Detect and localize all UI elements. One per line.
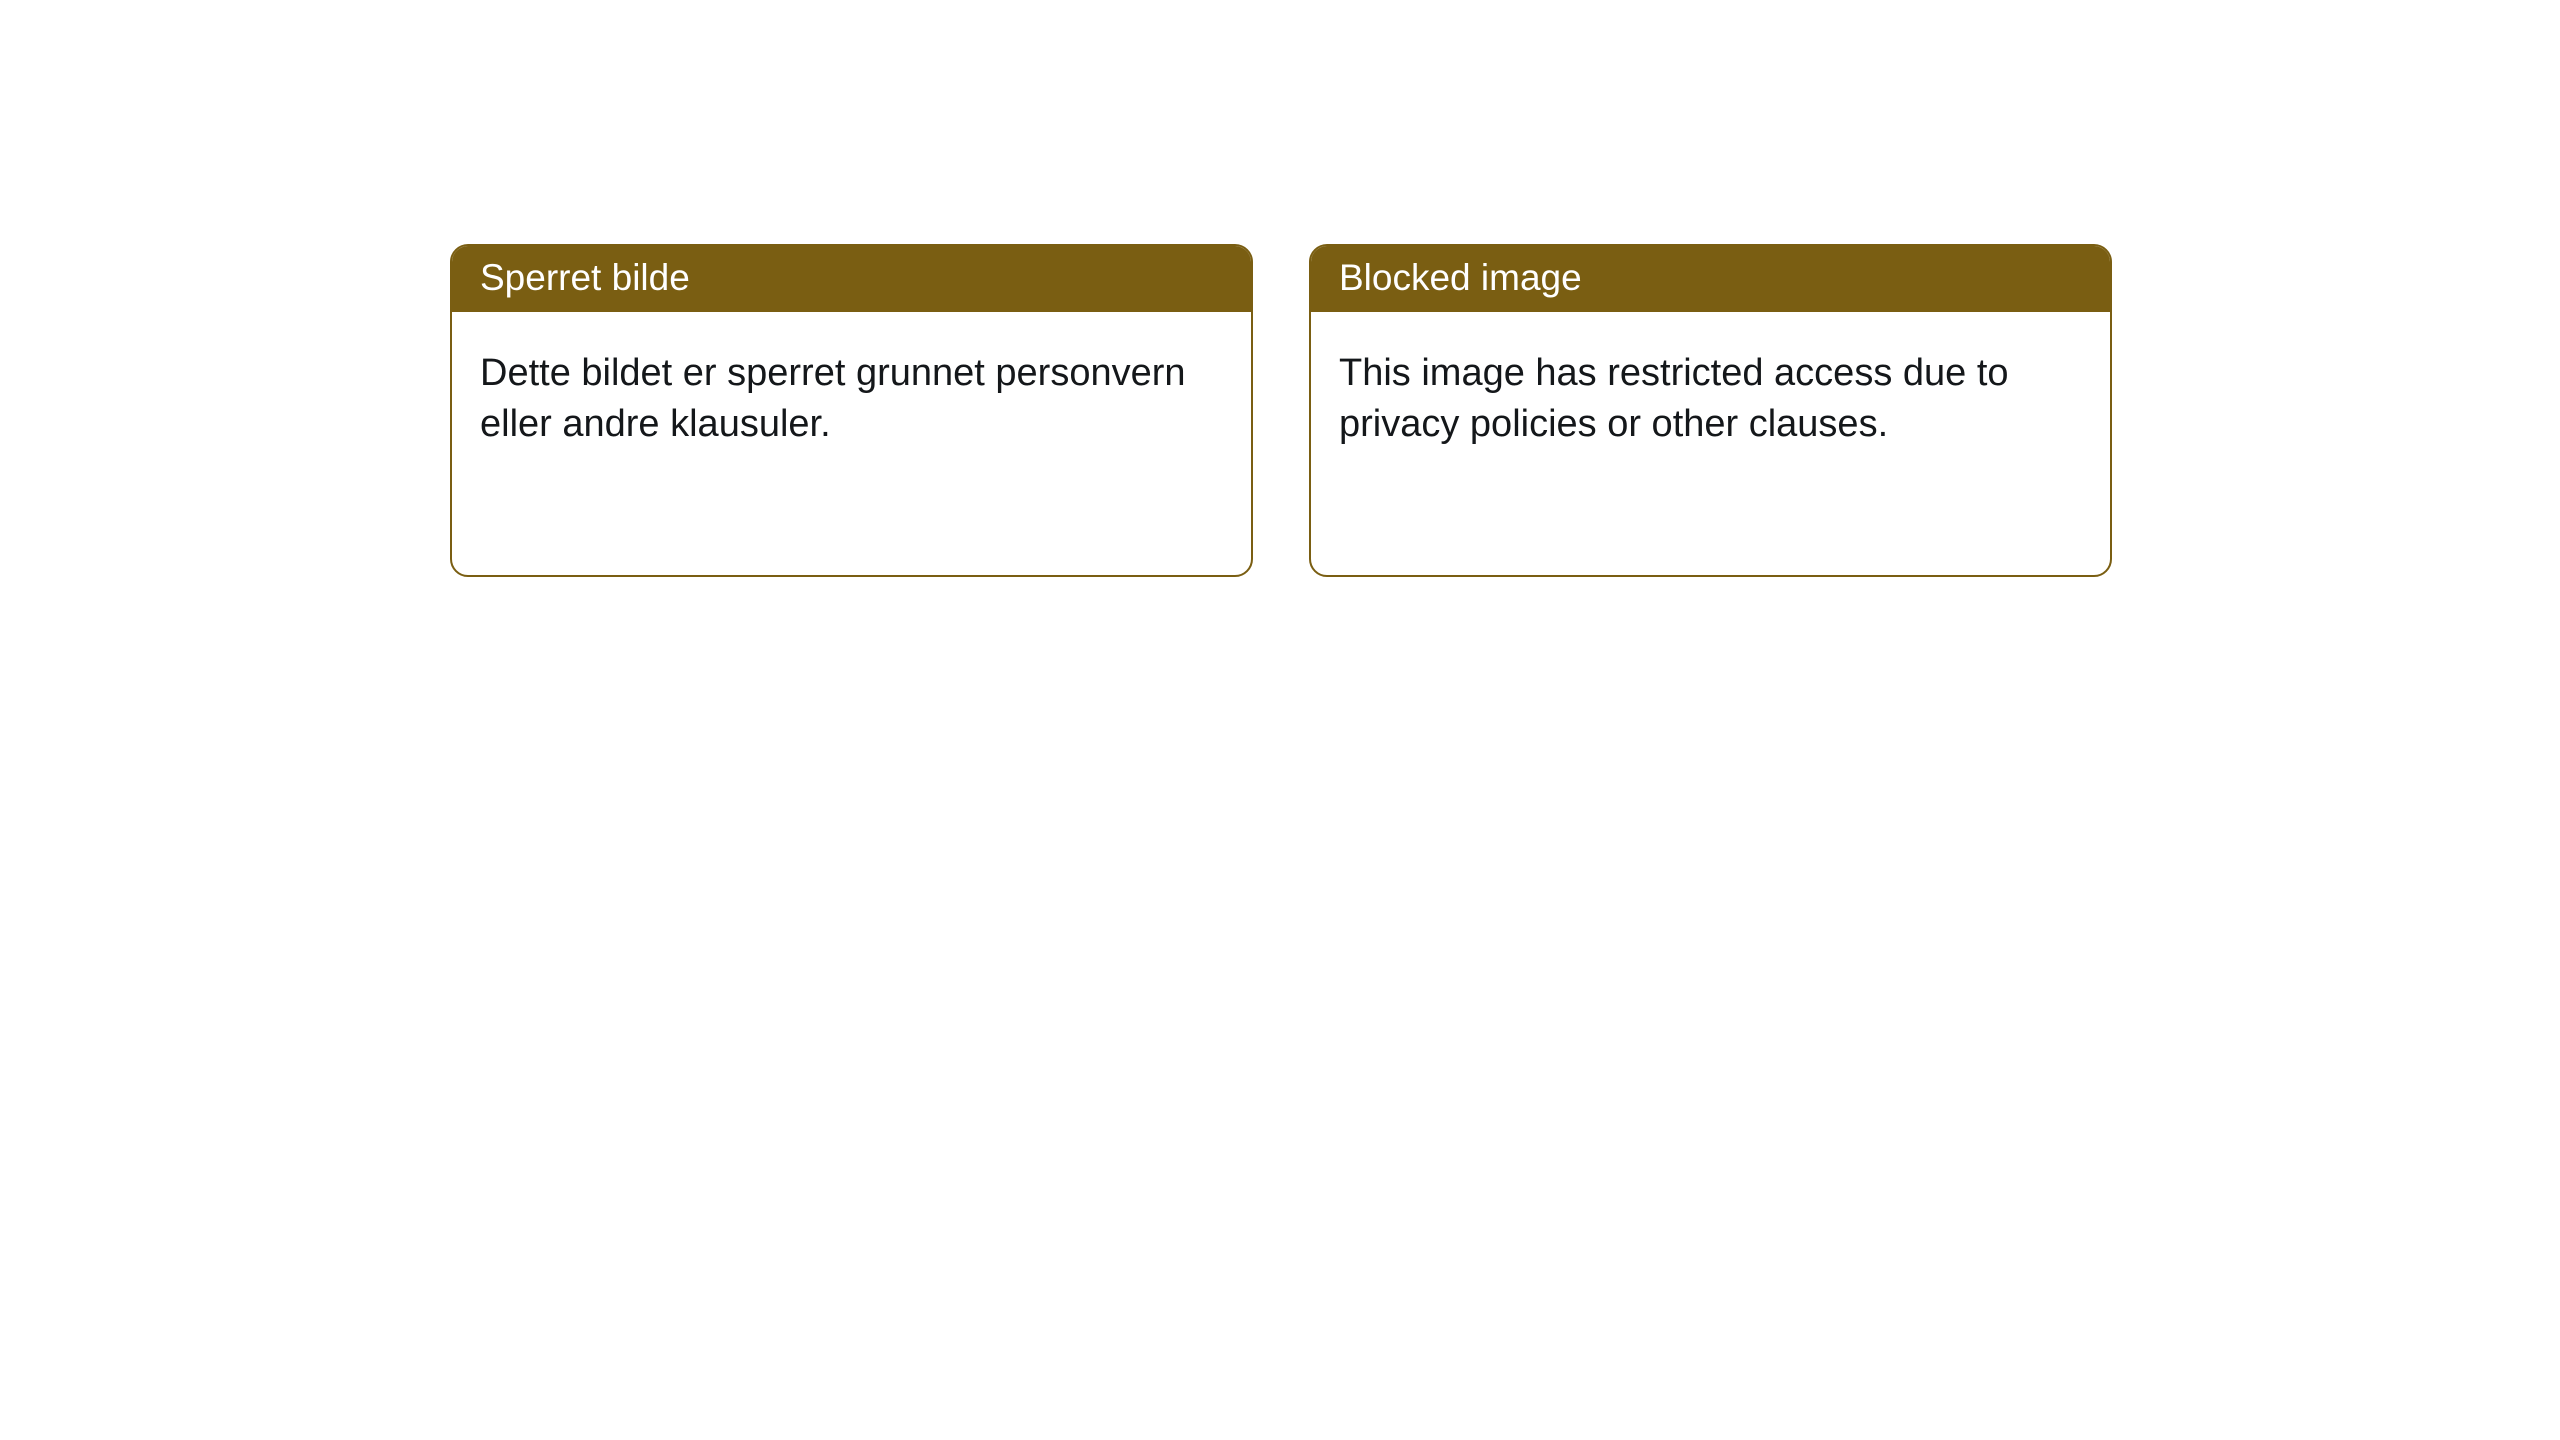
notice-title-norwegian: Sperret bilde [452,246,1251,312]
notice-container: Sperret bilde Dette bildet er sperret gr… [0,0,2560,577]
notice-body-english: This image has restricted access due to … [1311,312,2110,479]
notice-title-english: Blocked image [1311,246,2110,312]
notice-body-norwegian: Dette bildet er sperret grunnet personve… [452,312,1251,479]
notice-card-english: Blocked image This image has restricted … [1309,244,2112,577]
notice-card-norwegian: Sperret bilde Dette bildet er sperret gr… [450,244,1253,577]
